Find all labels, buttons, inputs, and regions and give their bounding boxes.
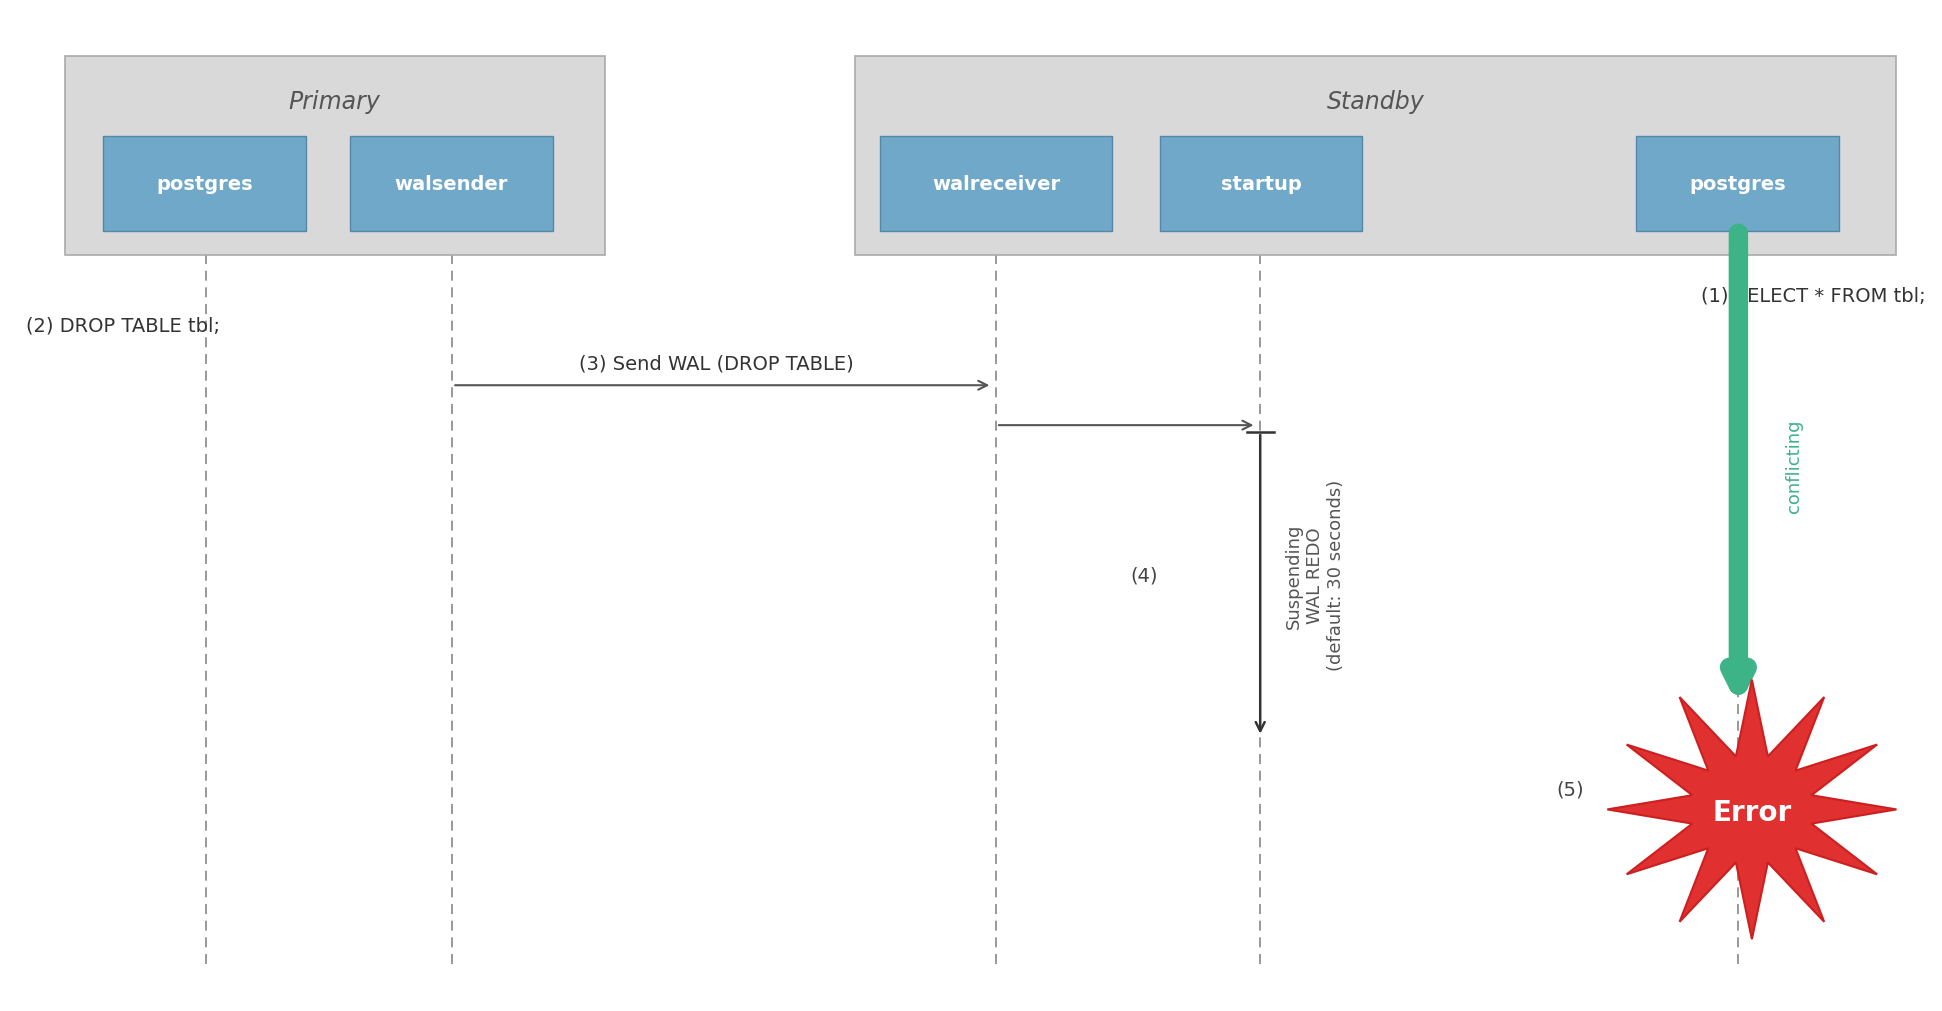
Text: Suspending
WAL REDO
(default: 30 seconds): Suspending WAL REDO (default: 30 seconds… [1286, 480, 1346, 671]
Text: (4): (4) [1130, 566, 1157, 584]
Text: (5): (5) [1557, 780, 1585, 799]
FancyBboxPatch shape [1159, 136, 1363, 232]
Polygon shape [1608, 680, 1897, 939]
FancyBboxPatch shape [350, 136, 553, 232]
Text: (3) Send WAL (DROP TABLE): (3) Send WAL (DROP TABLE) [579, 354, 854, 373]
Text: Error: Error [1713, 799, 1792, 827]
Text: Standby: Standby [1326, 90, 1425, 113]
FancyBboxPatch shape [64, 57, 604, 256]
Text: Primary: Primary [289, 90, 381, 113]
FancyBboxPatch shape [103, 136, 305, 232]
Text: walsender: walsender [394, 175, 509, 193]
Text: startup: startup [1222, 175, 1301, 193]
FancyBboxPatch shape [854, 57, 1897, 256]
FancyBboxPatch shape [1637, 136, 1839, 232]
Text: (2) DROP TABLE tbl;: (2) DROP TABLE tbl; [27, 316, 219, 336]
Text: (1) SELECT * FROM tbl;: (1) SELECT * FROM tbl; [1701, 286, 1925, 305]
Text: postgres: postgres [1690, 175, 1787, 193]
FancyBboxPatch shape [880, 136, 1111, 232]
Text: conflicting: conflicting [1785, 419, 1802, 513]
Text: walreceiver: walreceiver [932, 175, 1060, 193]
Text: postgres: postgres [155, 175, 252, 193]
